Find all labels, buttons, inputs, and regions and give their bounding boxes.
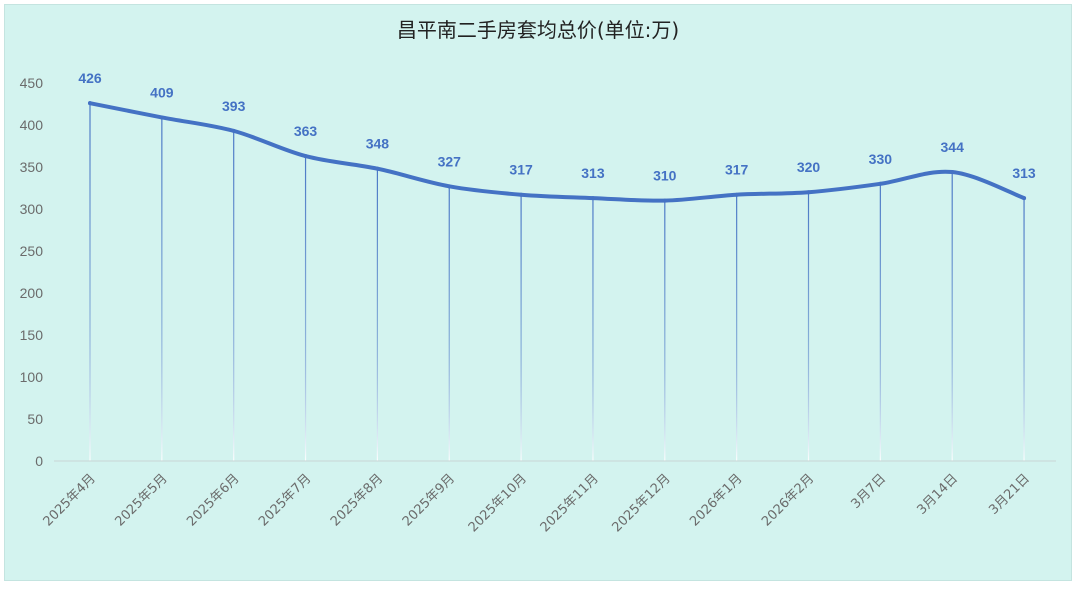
drop-line <box>664 200 666 461</box>
x-tick-label: 2025年7月 <box>256 471 314 529</box>
drop-line <box>736 194 738 461</box>
y-tick-label: 100 <box>20 369 44 385</box>
data-label: 320 <box>797 159 821 175</box>
x-tick-label: 3月7日 <box>848 471 889 512</box>
data-label: 327 <box>438 153 462 169</box>
data-point <box>878 181 883 186</box>
data-label: 313 <box>581 165 605 181</box>
x-tick-label: 2025年11月 <box>538 471 602 535</box>
x-tick-label: 2025年10月 <box>466 471 530 535</box>
x-tick-label: 2026年2月 <box>759 471 817 529</box>
data-label: 317 <box>509 162 533 178</box>
x-tick-label: 2025年4月 <box>41 471 99 529</box>
drop-line <box>448 186 450 461</box>
data-point <box>447 184 452 189</box>
data-point <box>662 198 667 203</box>
data-label: 426 <box>78 70 102 86</box>
chart-area <box>4 4 1072 581</box>
x-tick-label: 2025年8月 <box>328 471 386 529</box>
drop-line <box>161 117 163 461</box>
x-tick-label: 2025年5月 <box>112 471 170 529</box>
data-point <box>88 101 92 106</box>
x-tick-label: 2025年12月 <box>610 471 674 535</box>
data-label: 310 <box>653 168 677 184</box>
chart-title: 昌平南二手房套均总价(单位:万) <box>396 18 680 42</box>
y-tick-label: 50 <box>27 411 43 427</box>
drop-line <box>807 192 810 461</box>
x-tick-label: 2025年6月 <box>184 471 242 529</box>
drop-line <box>879 183 881 462</box>
data-point <box>950 170 955 175</box>
data-point <box>806 190 811 195</box>
data-label: 330 <box>869 151 893 167</box>
drop-line <box>520 194 522 461</box>
data-point <box>231 128 236 133</box>
data-point <box>159 115 164 120</box>
series-line <box>88 101 1027 203</box>
data-label: 363 <box>294 123 318 139</box>
drop-line <box>592 198 594 461</box>
y-tick-label: 0 <box>35 453 43 469</box>
y-tick-label: 350 <box>20 159 44 175</box>
y-tick-label: 200 <box>20 285 44 301</box>
y-tick-label: 450 <box>20 75 44 91</box>
drop-line <box>376 168 378 461</box>
drop-line <box>951 172 953 462</box>
x-tick-label: 3月14日 <box>914 471 961 518</box>
data-point <box>590 196 595 201</box>
y-tick-label: 150 <box>20 327 44 343</box>
x-tick-label: 3月21日 <box>986 471 1033 518</box>
data-point <box>1022 196 1027 201</box>
data-label: 409 <box>150 84 174 100</box>
data-label: 344 <box>941 139 965 155</box>
data-point <box>519 192 524 197</box>
drop-line <box>304 156 307 461</box>
drop-line <box>89 103 91 461</box>
data-point <box>303 154 308 159</box>
data-point <box>734 192 739 197</box>
drop-line <box>233 130 235 461</box>
data-label: 348 <box>366 136 390 152</box>
y-tick-label: 300 <box>20 201 44 217</box>
x-tick-label: 2026年1月 <box>687 471 745 529</box>
data-point <box>375 166 380 171</box>
drop-line <box>1023 198 1025 461</box>
y-tick-label: 400 <box>20 117 44 133</box>
y-tick-label: 250 <box>20 243 44 259</box>
data-label: 393 <box>222 98 246 114</box>
x-tick-label: 2025年9月 <box>400 471 458 529</box>
data-label: 313 <box>1012 165 1036 181</box>
data-label: 317 <box>725 162 749 178</box>
